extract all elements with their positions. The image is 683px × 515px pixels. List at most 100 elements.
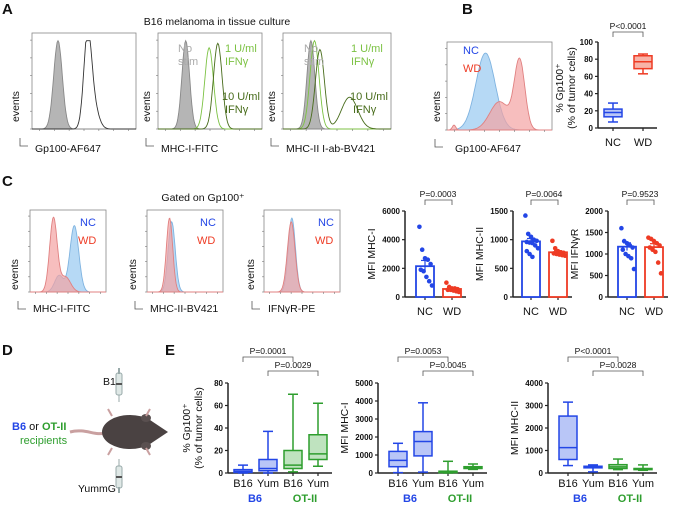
a2-ifn1-label-2: IFNγ — [225, 56, 249, 68]
box-1 — [258, 430, 278, 474]
axis-corner-marker — [270, 138, 279, 147]
e2-group-label-b6: B6 — [403, 493, 417, 505]
e-box2-significance-bracket-yum — [422, 370, 474, 376]
data-point — [620, 247, 626, 252]
x-tick-label: NC — [417, 306, 433, 318]
e-box2-significance-bracket-b16 — [397, 356, 449, 362]
y-tick-label: 60 — [584, 72, 593, 81]
c-hist3-xlabel: IFNγR-PE — [268, 303, 315, 315]
c3-legend-wd: WD — [315, 235, 333, 247]
box-iqr — [308, 434, 328, 461]
y-tick-label: 40 — [584, 90, 593, 99]
axis-corner-marker — [434, 139, 443, 148]
y-axis-label: MFI MHC-II — [474, 227, 486, 281]
c2-legend-wd: WD — [197, 235, 215, 247]
y-tick-label: 1000 — [585, 250, 603, 259]
y-tick-label: 0 — [369, 469, 374, 478]
e2-group-label-ot2: OT-II — [448, 493, 472, 505]
y-tick-label: 2000 — [382, 264, 400, 273]
bar — [548, 251, 568, 298]
y-tick-label: 4000 — [355, 397, 373, 406]
y-axis-label: (% of tumor cells) — [193, 387, 205, 469]
x-tick-label: WD — [443, 306, 461, 318]
c-bar2-p-value: P=0.0064 — [526, 189, 563, 199]
data-point — [425, 257, 431, 263]
panel-label-b: B — [462, 1, 473, 18]
syringe-icon — [115, 459, 123, 493]
data-point — [631, 266, 637, 272]
c3-legend-nc: NC — [318, 217, 334, 229]
y-tick-label: 1500 — [585, 229, 603, 238]
data-point — [552, 245, 558, 251]
x-tick-label: B16 — [233, 478, 253, 490]
box-0 — [558, 401, 578, 467]
e-box2-p-value-yum: P=0.0045 — [430, 360, 467, 370]
y-tick-label: 1500 — [490, 207, 508, 216]
data-point — [619, 225, 624, 231]
c-hist2-xlabel: MHC-II-BV421 — [150, 303, 218, 315]
box-0 — [388, 442, 408, 474]
syringe-icon — [115, 368, 123, 402]
box-1 — [583, 464, 603, 473]
y-tick-label: 0 — [589, 124, 594, 133]
c-bar2-significance-bracket — [530, 199, 559, 205]
e3-group-label-b6: B6 — [573, 493, 587, 505]
data-point — [527, 251, 532, 257]
y-axis-label: MFI MHC-I — [339, 402, 351, 453]
c-bar3-chart: 0 500 1000 1500 2000 NC WD MFI IFNγR — [569, 207, 668, 318]
d-tumor-bottom-label: YummG — [78, 483, 116, 495]
e3-group-label-ot2: OT-II — [618, 493, 642, 505]
c-bar3-significance-bracket — [626, 199, 655, 205]
d-ot2-label: OT-II — [42, 421, 66, 433]
box-3 — [463, 463, 483, 471]
data-point — [429, 283, 435, 288]
data-point — [417, 224, 422, 230]
a-hist1-xlabel: Gp100-AF647 — [35, 143, 101, 155]
x-tick-label: WD — [634, 137, 652, 149]
data-point — [428, 261, 433, 267]
y-tick-label: 6000 — [382, 207, 400, 216]
x-tick-label: B16 — [438, 478, 458, 490]
axis-corner-marker — [134, 301, 143, 310]
axis-corner-marker — [17, 301, 26, 310]
histogram-curve-wd — [447, 57, 552, 131]
a3-ifn10-label-1: 10 U/ml — [350, 91, 388, 103]
x-tick-label: B16 — [388, 478, 408, 490]
y-tick-label: 4000 — [525, 379, 543, 388]
y-tick-label: 80 — [584, 55, 593, 64]
box-iqr — [558, 415, 578, 461]
d-or-label: or — [26, 421, 42, 433]
c1-legend-wd: WD — [78, 235, 96, 247]
d-recipients-label: recipients — [20, 435, 68, 447]
data-point — [655, 260, 661, 265]
e-box3-p-value-yum: P=0.0028 — [600, 360, 637, 370]
b-box-significance-bracket — [612, 31, 644, 37]
y-tick-label: 0 — [504, 293, 509, 302]
e-box1-significance-bracket-yum — [267, 370, 319, 376]
data-point — [628, 255, 634, 261]
x-tick-label: B16 — [608, 478, 628, 490]
a2-ifn10-label-2: IFNγ — [225, 104, 249, 116]
c-hist3-histogram — [251, 209, 341, 310]
data-point — [630, 245, 635, 250]
y-tick-label: 3000 — [525, 402, 543, 411]
e-box3-significance-bracket-yum — [592, 370, 644, 376]
y-tick-label: 2000 — [525, 424, 543, 433]
y-tick-label: 4000 — [382, 236, 400, 245]
box-3 — [633, 464, 653, 472]
x-tick-label: Yum — [412, 478, 434, 490]
x-tick-label: Yum — [307, 478, 329, 490]
c-bar2-chart: 0 500 1000 1500 NC WD MFI MHC-II — [474, 207, 572, 318]
e1-group-label-b6: B6 — [248, 493, 262, 505]
a-hist2-xlabel: MHC-I-FITC — [161, 143, 219, 155]
panel-label-e: E — [165, 342, 175, 359]
x-tick-label: WD — [645, 306, 663, 318]
a3-ifn1-label-2: IFNγ — [351, 56, 375, 68]
e-box3-p-value-b16: P<0.0001 — [575, 346, 612, 356]
bar-1 — [548, 238, 568, 298]
a2-ifn10-label-1: 10 U/ml — [222, 91, 260, 103]
panel-a-title: B16 melanoma in tissue culture — [144, 16, 291, 28]
axis-corner-marker — [19, 138, 28, 147]
mouse-icon — [69, 408, 168, 456]
